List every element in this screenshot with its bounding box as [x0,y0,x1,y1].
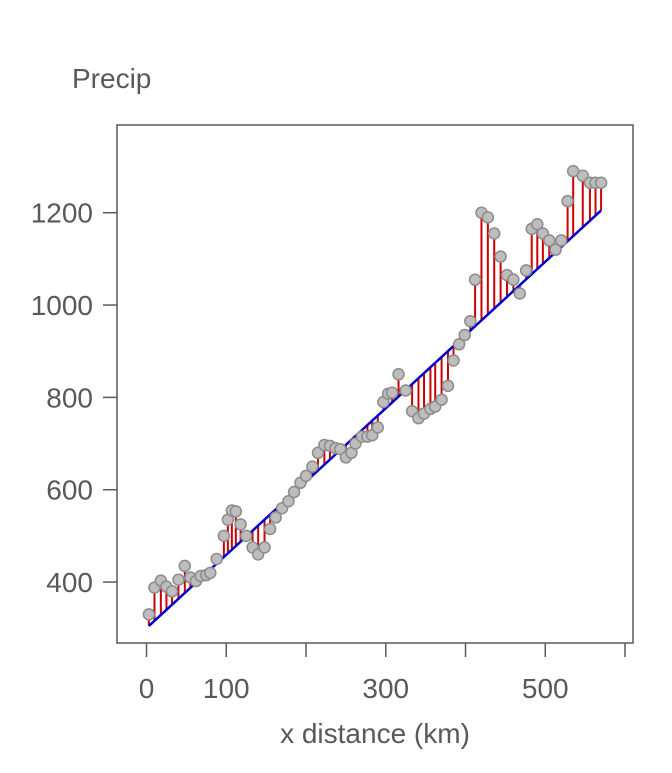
x-tick-label-300: 300 [362,673,409,704]
data-point [258,541,271,554]
data-point [554,234,568,247]
data-point [371,421,385,434]
data-point [178,559,192,573]
fit-line-group [148,209,602,627]
data-point [299,469,313,483]
data-point [468,273,482,286]
y-axis-label: Precip [72,63,151,94]
data-point [217,529,231,543]
data-point [543,234,556,247]
data-point [594,176,608,189]
data-point [287,485,301,499]
y-axis: 400 600 800 1000 1200 [31,198,117,598]
data-point [452,338,466,351]
data-point [229,505,243,518]
data-point [441,379,455,393]
data-point [464,314,477,328]
data-point [399,384,412,397]
data-point [561,194,574,208]
data-point [311,446,325,460]
data-point [481,211,495,224]
data-point [142,608,156,621]
y-tick-label-600: 600 [46,475,93,506]
data-point [385,386,399,400]
data-point [392,368,405,381]
data-point [306,460,319,473]
data-point [282,495,295,508]
y-tick-label-1200: 1200 [31,198,93,229]
data-point [513,287,527,300]
x-axis: 0 100 300 500 [139,643,626,704]
data-point [494,250,507,263]
data-point [165,585,179,598]
y-tick-label-400: 400 [46,567,93,598]
data-point [239,529,253,543]
data-point [531,218,544,231]
x-tick-label-100: 100 [203,673,250,704]
plot-frame [116,124,634,644]
data-point [269,511,282,524]
data-point [435,393,448,406]
fit-line [148,209,602,627]
x-tick-label-500: 500 [522,673,569,704]
x-tick-label-0: 0 [139,673,155,704]
data-point [210,552,223,566]
data-point [458,328,471,342]
data-point [549,243,562,256]
data-point [507,273,520,286]
x-axis-label: x distance (km) [280,718,470,749]
y-tick-label-1000: 1000 [31,290,93,321]
data-point [447,354,460,367]
y-tick-label-800: 800 [46,382,93,413]
data-point [519,264,533,277]
data-point [487,227,501,240]
data-point [204,566,217,580]
data-point [172,573,185,587]
data-points [142,164,608,621]
data-point [263,522,277,536]
data-point [234,518,247,531]
